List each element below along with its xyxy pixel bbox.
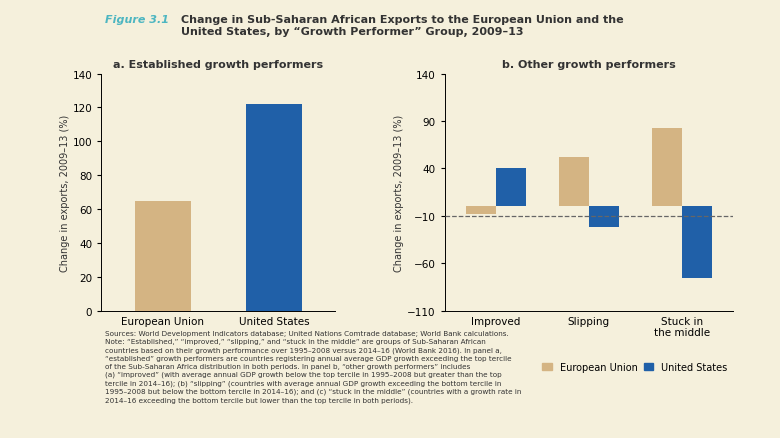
Bar <box>652 128 682 207</box>
Bar <box>682 207 712 278</box>
Y-axis label: Change in exports, 2009–13 (%): Change in exports, 2009–13 (%) <box>395 114 404 271</box>
Text: Sources: World Development Indicators database; United Nations Comtrade database: Sources: World Development Indicators da… <box>105 331 522 403</box>
Title: b. Other growth performers: b. Other growth performers <box>502 60 675 70</box>
Y-axis label: Change in exports, 2009–13 (%): Change in exports, 2009–13 (%) <box>60 114 70 271</box>
Bar <box>496 169 526 207</box>
Title: a. Established growth performers: a. Established growth performers <box>113 60 324 70</box>
Text: Figure 3.1: Figure 3.1 <box>105 15 169 25</box>
Bar <box>466 207 496 215</box>
Bar <box>135 201 190 311</box>
Legend: European Union, United States: European Union, United States <box>538 358 731 376</box>
Bar <box>589 207 619 228</box>
Text: Change in Sub-Saharan African Exports to the European Union and the
United State: Change in Sub-Saharan African Exports to… <box>181 15 623 37</box>
Bar <box>246 105 302 311</box>
Bar <box>559 158 589 207</box>
